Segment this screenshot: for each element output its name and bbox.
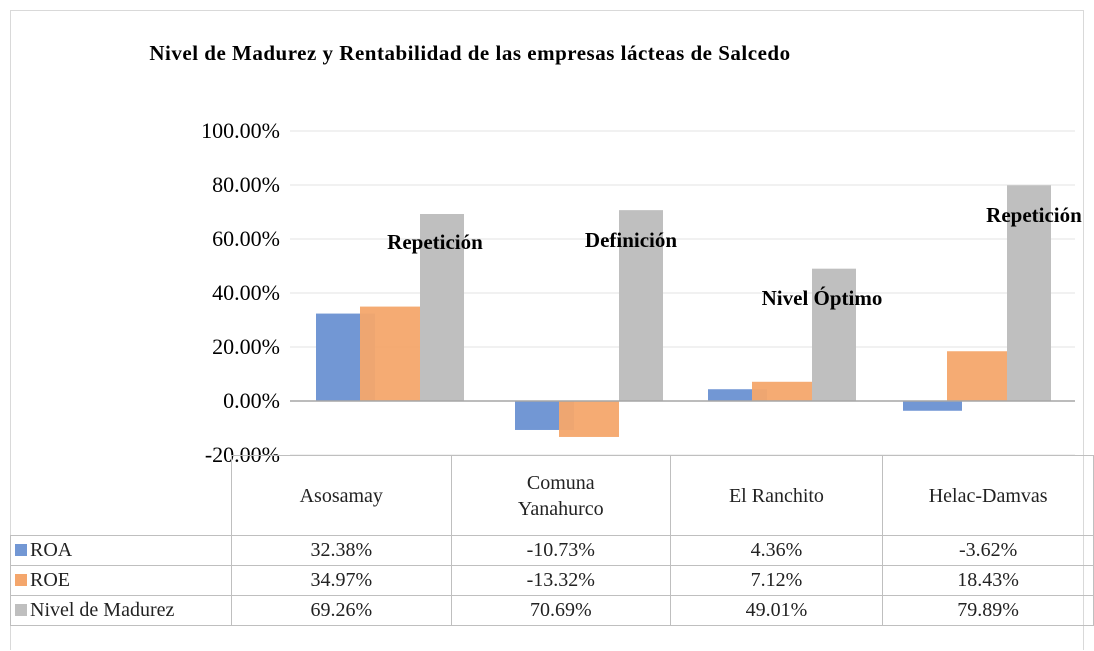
bar	[708, 389, 767, 401]
value-label: 79.89%	[882, 595, 1094, 626]
y-tick-label: 40.00%	[212, 280, 280, 305]
category-label: Helac-Damvas	[882, 455, 1094, 536]
annotation: Definición	[585, 228, 677, 252]
bar	[559, 401, 619, 437]
bar	[360, 306, 420, 401]
legend-label: Nivel de Madurez	[30, 599, 175, 621]
bar	[947, 351, 1007, 401]
value-label: 7.12%	[669, 565, 884, 596]
value-label: 18.43%	[882, 565, 1094, 596]
value-label: 34.97%	[230, 565, 452, 596]
legend-entry: ROE	[10, 565, 232, 596]
legend-label: ROA	[30, 539, 73, 561]
annotation: Repetición	[986, 203, 1082, 227]
legend-label: ROE	[30, 569, 70, 591]
y-tick-label: 0.00%	[223, 388, 280, 413]
annotation: Nivel Óptimo	[762, 286, 883, 310]
data-table: Asosamay Comuna Yanahurco El Ranchito Helac…	[10, 455, 1094, 626]
value-label: -10.73%	[450, 535, 671, 566]
legend-key	[15, 574, 27, 586]
bar	[903, 401, 962, 411]
series-row: ROE 34.97% -13.32% 7.12% 18.43%	[10, 565, 1094, 596]
series-row: Nivel de Madurez 69.26% 70.69% 49.01% 79.89%	[10, 595, 1094, 626]
series-row: ROA 32.38% -10.73% 4.36% -3.62%	[10, 535, 1094, 566]
value-label: 49.01%	[669, 595, 884, 626]
chart-frame	[10, 10, 1084, 650]
legend-key	[15, 544, 27, 556]
annotation: Repetición	[387, 230, 483, 254]
value-label: 32.38%	[230, 535, 452, 566]
legend-entry: Nivel de Madurez	[10, 595, 232, 626]
category-label: Asosamay	[230, 455, 452, 536]
bar	[812, 268, 856, 401]
y-tick-label: 80.00%	[212, 172, 280, 197]
value-label: 70.69%	[450, 595, 671, 626]
corner-cell	[11, 456, 232, 536]
category-label: Comuna Yanahurco	[450, 455, 671, 536]
value-label: -3.62%	[882, 535, 1094, 566]
category-label: El Ranchito	[669, 455, 884, 536]
legend-entry: ROA	[10, 535, 232, 566]
bar	[619, 210, 663, 401]
value-label: 4.36%	[669, 535, 884, 566]
value-label: -13.32%	[450, 565, 671, 596]
bar	[752, 381, 812, 401]
chart-title: Nivel de Madurez y Rentabilidad de las e…	[149, 41, 791, 65]
y-tick-label: 20.00%	[212, 334, 280, 359]
header-row: Asosamay Comuna Yanahurco El Ranchito Helac…	[11, 455, 1094, 536]
y-tick-label: 60.00%	[212, 226, 280, 251]
value-label: 69.26%	[230, 595, 452, 626]
bar	[1007, 185, 1051, 401]
legend-key	[15, 604, 27, 616]
y-tick-label: 100.00%	[201, 118, 280, 143]
bar	[420, 213, 464, 401]
